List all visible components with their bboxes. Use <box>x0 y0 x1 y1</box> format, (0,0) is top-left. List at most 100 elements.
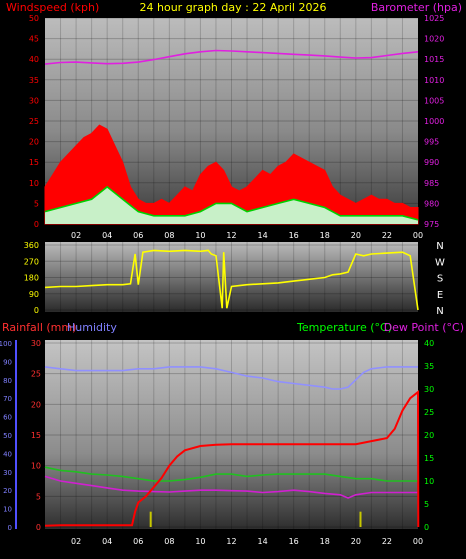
humidity-tick-label: 30 <box>3 469 12 477</box>
compass-label: S <box>437 274 443 285</box>
compass-label: N <box>436 241 443 252</box>
barometer-tick-label: 1025 <box>424 14 444 23</box>
barometer-axis-label: Barometer (hpa) <box>371 1 462 14</box>
direction-ticks: 0 90 180 270 360 <box>24 241 39 315</box>
rainfall-tick-label: 20 <box>31 400 41 409</box>
time-tick-label: 10 <box>195 537 205 546</box>
temperature-line <box>44 466 418 482</box>
rainfall-axis-label: Rainfall (mm) <box>2 321 76 334</box>
temperature-tick-label: 35 <box>424 362 434 371</box>
humidity-tick-label: 100 <box>0 340 12 348</box>
rain-time-ticks: 02 04 06 08 10 12 14 16 18 20 22 00 <box>71 537 423 546</box>
temperature-tick-label: 0 <box>424 523 429 532</box>
barometer-line <box>44 49 419 65</box>
compass-label: N <box>436 306 443 317</box>
windspeed-tick-label: 15 <box>29 158 39 167</box>
compass-label: E <box>437 290 443 301</box>
barometer-tick-label: 1015 <box>424 55 444 64</box>
barometer-tick-label: 1000 <box>424 117 444 126</box>
humidity-tick-label: 50 <box>3 432 12 440</box>
humidity-axis-label: Humidity <box>67 321 117 334</box>
time-tick-label: 16 <box>289 537 299 546</box>
windspeed-tick-label: 10 <box>29 179 39 188</box>
temperature-tick-label: 25 <box>424 408 434 417</box>
rainfall-tick-label: 10 <box>31 462 41 471</box>
time-tick-label: 18 <box>320 537 330 546</box>
time-tick-label: 08 <box>164 231 174 240</box>
time-tick-label: 22 <box>382 537 392 546</box>
windspeed-tick-label: 45 <box>29 35 39 44</box>
time-tick-label: 22 <box>382 231 392 240</box>
dew-point-axis-label: Dew Point (°C) <box>384 321 464 334</box>
barometer-tick-label: 1020 <box>424 35 444 44</box>
gust-area <box>44 124 419 225</box>
compass-label: W <box>435 257 445 268</box>
barometer-tick-label: 980 <box>424 199 439 208</box>
windspeed-tick-label: 5 <box>34 199 39 208</box>
time-tick-label: 00 <box>413 231 423 240</box>
temperature-ticks: 0 5 10 15 20 25 30 35 40 <box>424 339 434 532</box>
humidity-tick-label: 80 <box>3 377 12 385</box>
barometer-tick-label: 1010 <box>424 76 444 85</box>
rainfall-tick-label: 30 <box>31 339 41 348</box>
windspeed-tick-label: 50 <box>29 14 39 23</box>
temperature-tick-label: 30 <box>424 385 434 394</box>
time-tick-label: 06 <box>133 537 143 546</box>
time-tick-label: 06 <box>133 231 143 240</box>
windspeed-tick-label: 30 <box>29 96 39 105</box>
time-tick-label: 02 <box>71 537 81 546</box>
humidity-tick-label: 10 <box>3 506 12 514</box>
humidity-tick-label: 20 <box>3 487 12 495</box>
time-tick-label: 04 <box>102 537 112 546</box>
time-tick-label: 12 <box>226 537 236 546</box>
time-tick-label: 16 <box>289 231 299 240</box>
direction-tick-label: 360 <box>24 241 39 250</box>
rain-panel-background <box>45 340 418 529</box>
temperature-tick-label: 10 <box>424 477 434 486</box>
time-tick-label: 04 <box>102 231 112 240</box>
barometer-ticks: 975 980 985 990 995 1000 1005 1010 1015 1020 1025 <box>424 14 444 229</box>
rainfall-ticks: 0 5 10 15 20 25 30 <box>31 339 41 532</box>
temperature-tick-label: 20 <box>424 431 434 440</box>
barometer-tick-label: 985 <box>424 179 439 188</box>
direction-line <box>44 249 419 311</box>
windspeed-ticks: 0 5 10 15 20 25 30 35 40 45 50 <box>29 14 39 229</box>
humidity-line <box>44 366 418 390</box>
windspeed-tick-label: 0 <box>34 220 39 229</box>
time-tick-label: 00 <box>413 537 423 546</box>
barometer-tick-label: 1005 <box>424 96 444 105</box>
rainfall-tick-label: 15 <box>31 431 41 440</box>
humidity-tick-label: 70 <box>3 395 12 403</box>
barometer-tick-label: 995 <box>424 138 439 147</box>
humidity-axis-line <box>15 340 17 529</box>
windspeed-axis-label: Windspeed (kph) <box>6 1 99 14</box>
humidity-tick-label: 60 <box>3 414 12 422</box>
temperature-tick-label: 15 <box>424 454 434 463</box>
direction-tick-label: 90 <box>29 290 39 299</box>
rain-rate-bar <box>359 511 362 527</box>
humidity-tick-label: 0 <box>8 524 12 532</box>
time-tick-label: 14 <box>257 231 267 240</box>
time-tick-label: 02 <box>71 231 81 240</box>
time-tick-label: 14 <box>257 537 267 546</box>
graph-title: 24 hour graph day : 22 April 2026 <box>140 1 327 14</box>
humidity-ticks: 0 10 20 30 40 50 60 70 80 90 100 <box>0 340 12 532</box>
windspeed-tick-label: 20 <box>29 138 39 147</box>
temperature-tick-label: 5 <box>424 500 429 509</box>
direction-tick-label: 0 <box>34 306 39 315</box>
barometer-tick-label: 990 <box>424 158 439 167</box>
windspeed-tick-label: 40 <box>29 55 39 64</box>
direction-tick-label: 180 <box>24 274 39 283</box>
windspeed-time-ticks: 02 04 06 08 10 12 14 16 18 20 22 00 <box>71 231 423 240</box>
dew-point-line <box>44 475 418 499</box>
windspeed-tick-label: 25 <box>29 117 39 126</box>
temperature-tick-label: 40 <box>424 339 434 348</box>
humidity-tick-label: 90 <box>3 358 12 366</box>
time-tick-label: 20 <box>351 537 361 546</box>
average-line <box>44 185 419 221</box>
rain-marks <box>44 366 420 528</box>
time-tick-label: 08 <box>164 537 174 546</box>
time-tick-label: 20 <box>351 231 361 240</box>
